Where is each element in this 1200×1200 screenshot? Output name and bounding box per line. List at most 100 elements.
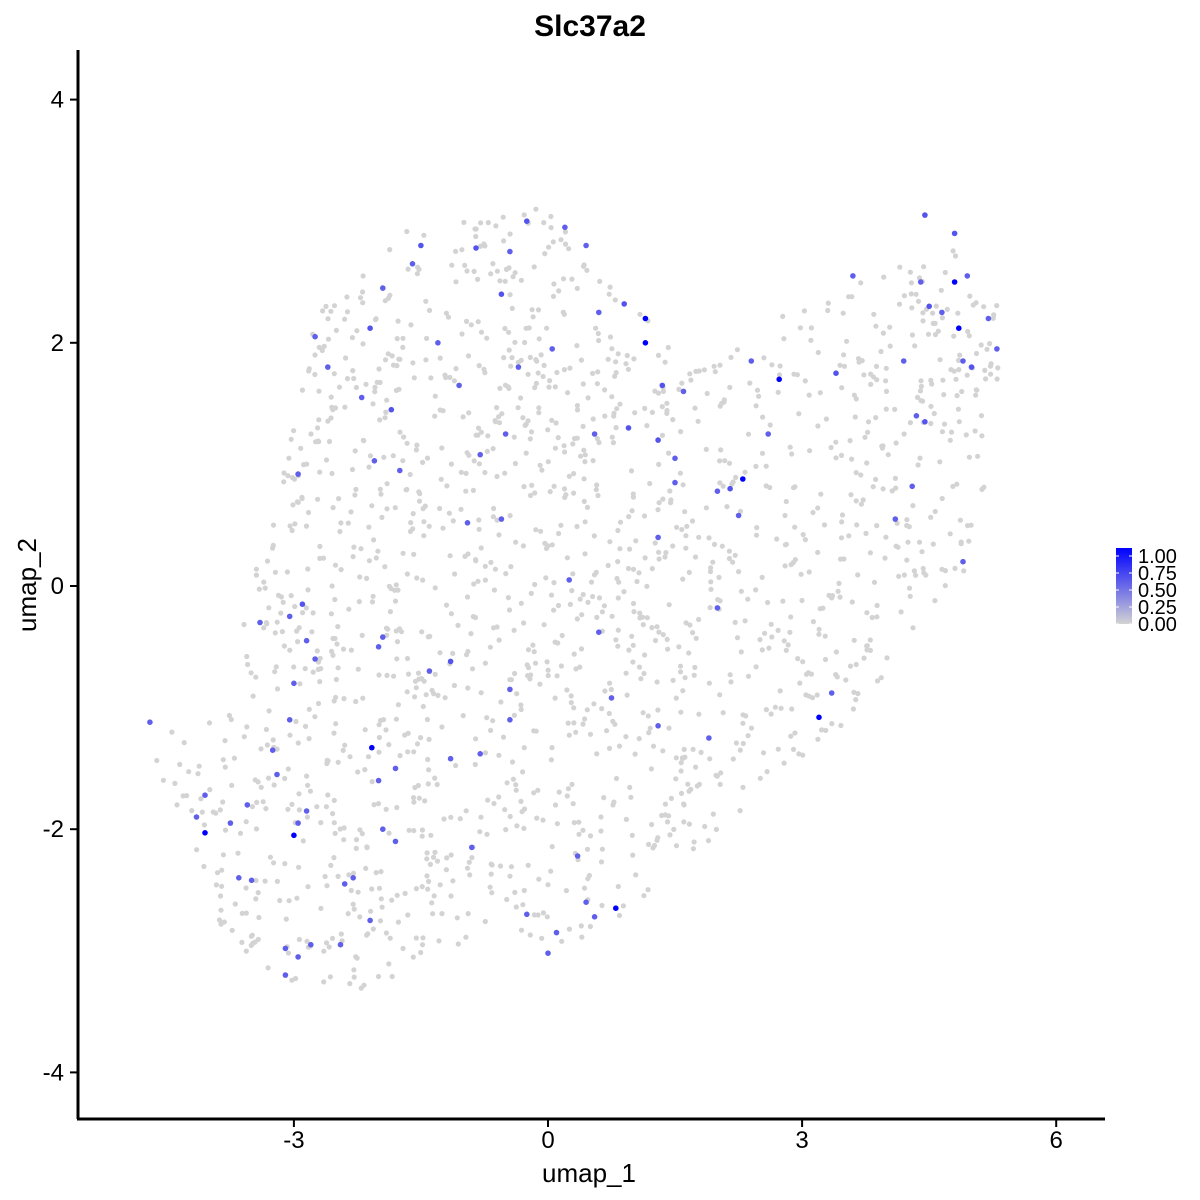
x-tick-label: 3 <box>795 1127 808 1154</box>
cell-point <box>506 347 512 353</box>
cell-point <box>759 574 765 581</box>
cell-point <box>312 352 318 358</box>
cell-point <box>615 627 621 633</box>
cell-point <box>330 811 336 817</box>
cell-point <box>652 637 659 644</box>
cell-point <box>815 505 821 511</box>
cell-point <box>473 558 479 564</box>
cell-point <box>490 718 496 724</box>
cell-point <box>796 751 802 757</box>
cell-point <box>253 896 259 902</box>
cell-point <box>664 636 670 643</box>
cell-point <box>444 483 450 489</box>
cell-point <box>261 579 267 585</box>
cell-point <box>333 327 339 333</box>
cell-point <box>566 926 573 932</box>
cell-point <box>465 353 472 359</box>
cell-point <box>318 820 324 826</box>
cell-point <box>931 410 937 417</box>
cell-point <box>347 754 353 760</box>
cell-point <box>880 330 887 336</box>
cell-point <box>802 378 808 384</box>
expressing-cell-point <box>964 273 971 279</box>
cell-point <box>956 419 962 425</box>
cell-point <box>679 380 685 386</box>
cell-point <box>721 399 727 405</box>
cell-point <box>907 269 914 275</box>
cell-point <box>332 596 338 603</box>
cell-point <box>425 634 431 640</box>
cell-point <box>219 883 225 889</box>
cell-point <box>416 795 422 801</box>
cell-point <box>579 934 585 940</box>
cell-point <box>378 869 384 875</box>
cell-point <box>511 670 518 677</box>
cell-point <box>550 239 556 245</box>
cell-point <box>654 679 660 685</box>
cell-point <box>549 745 555 751</box>
cell-point <box>571 720 577 726</box>
cell-point <box>630 852 636 858</box>
cell-point <box>885 452 891 458</box>
cell-point <box>551 580 557 586</box>
cell-point <box>849 294 855 300</box>
cell-point <box>544 914 550 920</box>
expressing-cell-point <box>291 680 297 687</box>
cell-point <box>526 325 532 331</box>
cell-point <box>864 460 870 466</box>
cell-point <box>471 581 477 587</box>
cell-point <box>484 715 490 721</box>
cell-point <box>432 849 438 856</box>
cell-point <box>662 812 668 818</box>
expressing-cell-point <box>735 512 742 519</box>
cell-point <box>796 411 802 417</box>
cell-point <box>421 533 427 539</box>
cell-point <box>607 284 613 290</box>
cell-point <box>214 870 221 876</box>
cell-point <box>582 519 588 525</box>
cell-point <box>764 769 770 775</box>
cell-point <box>308 431 314 437</box>
cell-point <box>883 534 889 540</box>
expressing-cell-point <box>655 534 661 541</box>
cell-point <box>439 724 445 730</box>
cell-point <box>642 652 648 658</box>
cell-point <box>564 555 571 561</box>
cell-point <box>297 681 303 687</box>
cell-point <box>708 579 714 585</box>
cell-point <box>466 452 472 458</box>
cell-point <box>411 828 417 834</box>
cell-point <box>536 876 542 882</box>
expressing-points-layer <box>147 212 1000 978</box>
cell-point <box>630 494 637 500</box>
cell-point <box>939 566 945 572</box>
cell-point <box>321 979 327 985</box>
cell-point <box>397 356 403 362</box>
cell-point <box>920 310 926 316</box>
cell-point <box>510 776 516 782</box>
cell-point <box>491 625 497 631</box>
cell-point <box>354 955 360 961</box>
cell-point <box>531 649 537 655</box>
cell-point <box>994 376 1000 382</box>
cell-point <box>286 455 292 461</box>
cell-point <box>533 527 539 533</box>
cell-point <box>356 599 362 605</box>
cell-point <box>401 434 407 440</box>
cell-point <box>295 740 301 746</box>
cell-point <box>822 656 829 663</box>
expressing-cell-point <box>337 941 344 948</box>
cell-point <box>407 471 413 478</box>
cell-point <box>777 688 783 694</box>
cell-point <box>874 602 880 609</box>
cell-point <box>411 749 417 755</box>
cell-point <box>491 505 497 512</box>
cell-point <box>264 742 270 748</box>
cell-point <box>820 605 826 611</box>
cell-point <box>893 485 899 491</box>
cell-point <box>644 615 650 621</box>
cell-point <box>682 509 688 515</box>
cell-point <box>906 524 912 530</box>
expressing-cell-point <box>574 853 581 859</box>
cell-point <box>391 673 397 679</box>
